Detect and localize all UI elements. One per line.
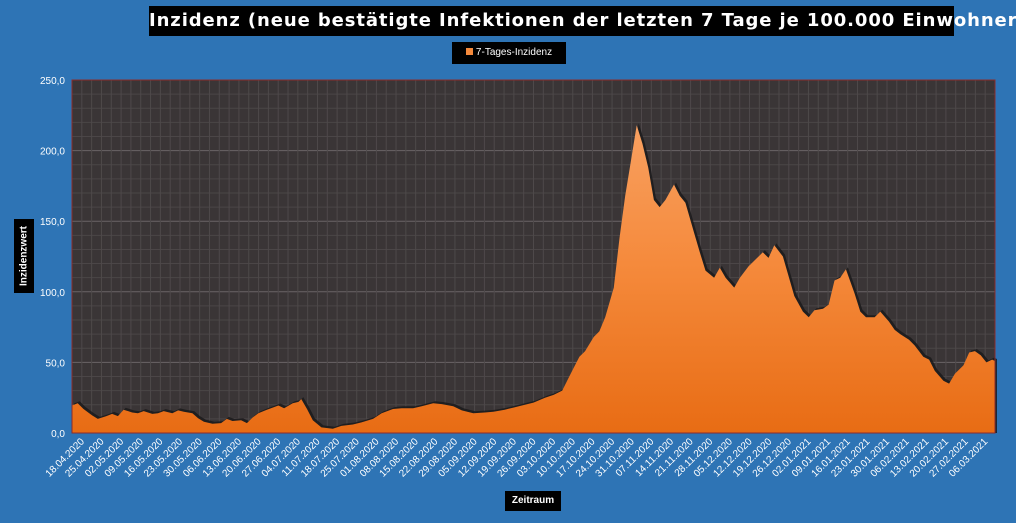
y-axis-label-box <box>14 219 34 293</box>
y-tick-label: 250,0 <box>40 76 65 87</box>
x-axis-label: Zeitraum <box>505 491 561 511</box>
y-tick-label: 50,0 <box>46 358 66 369</box>
y-tick-labels: 0,0 50,0 100,0 150,0 200,0 250,0 <box>40 76 65 440</box>
chart-title: Inzidenz (neue bestätigte Infektionen de… <box>149 6 1016 36</box>
x-tick-labels: 18.04.202025.04.202002.05.202009.05.2020… <box>44 436 991 479</box>
plot-border <box>71 79 996 434</box>
y-tick-label: 150,0 <box>40 217 65 228</box>
series-area-7-tages-inzidenz <box>72 125 995 433</box>
y-tick-label: 100,0 <box>40 288 65 299</box>
legend-swatch <box>465 48 473 55</box>
y-tick-label: 0,0 <box>51 429 65 440</box>
legend-label: 7-Tages-Inzidenz <box>475 47 553 58</box>
y-tick-label: 200,0 <box>40 147 65 158</box>
chart-legend: 7-Tages-Inzidenz <box>452 42 566 64</box>
